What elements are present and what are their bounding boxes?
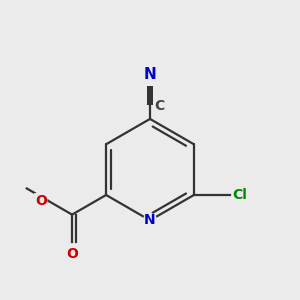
Text: Cl: Cl (232, 188, 247, 202)
Circle shape (143, 214, 157, 227)
Text: N: N (144, 67, 156, 82)
Text: C: C (154, 100, 164, 113)
Text: O: O (35, 194, 47, 208)
Text: N: N (144, 213, 156, 227)
Text: O: O (66, 247, 78, 261)
